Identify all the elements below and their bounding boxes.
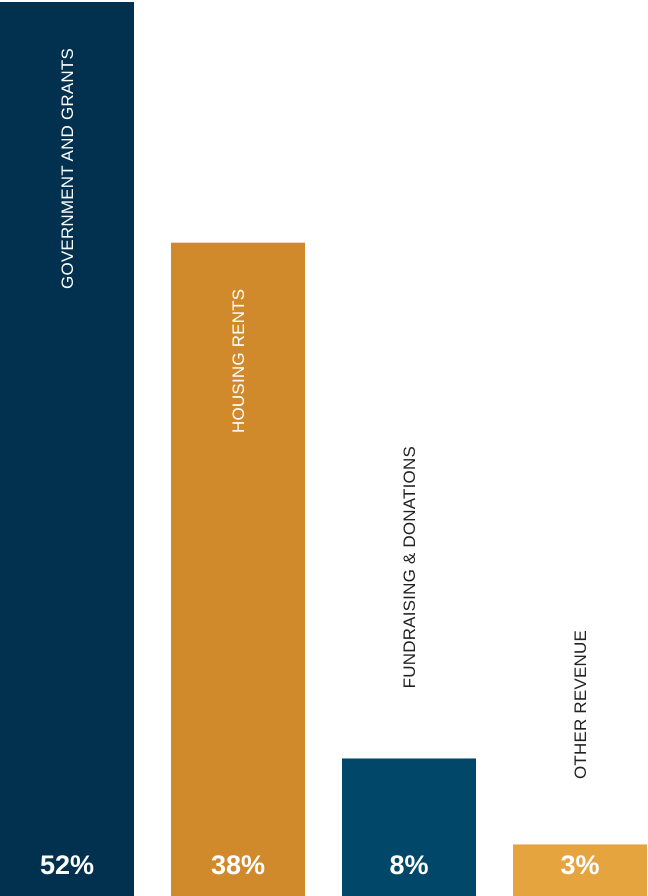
bar-3 [342,758,476,896]
category-label-2: HOUSING RENTS [229,289,248,433]
value-label-3: 8% [389,850,428,880]
value-label-1: 52% [40,850,94,880]
category-label-3: FUNDRAISING & DONATIONS [400,446,419,688]
value-label-2: 38% [211,850,265,880]
bar-2 [171,242,305,896]
bar-4 [513,844,647,896]
value-label-4: 3% [560,850,599,880]
bar-1 [0,2,134,896]
category-label-1: GOVERNMENT AND GRANTS [58,48,77,289]
category-label-4: OTHER REVENUE [571,630,590,779]
